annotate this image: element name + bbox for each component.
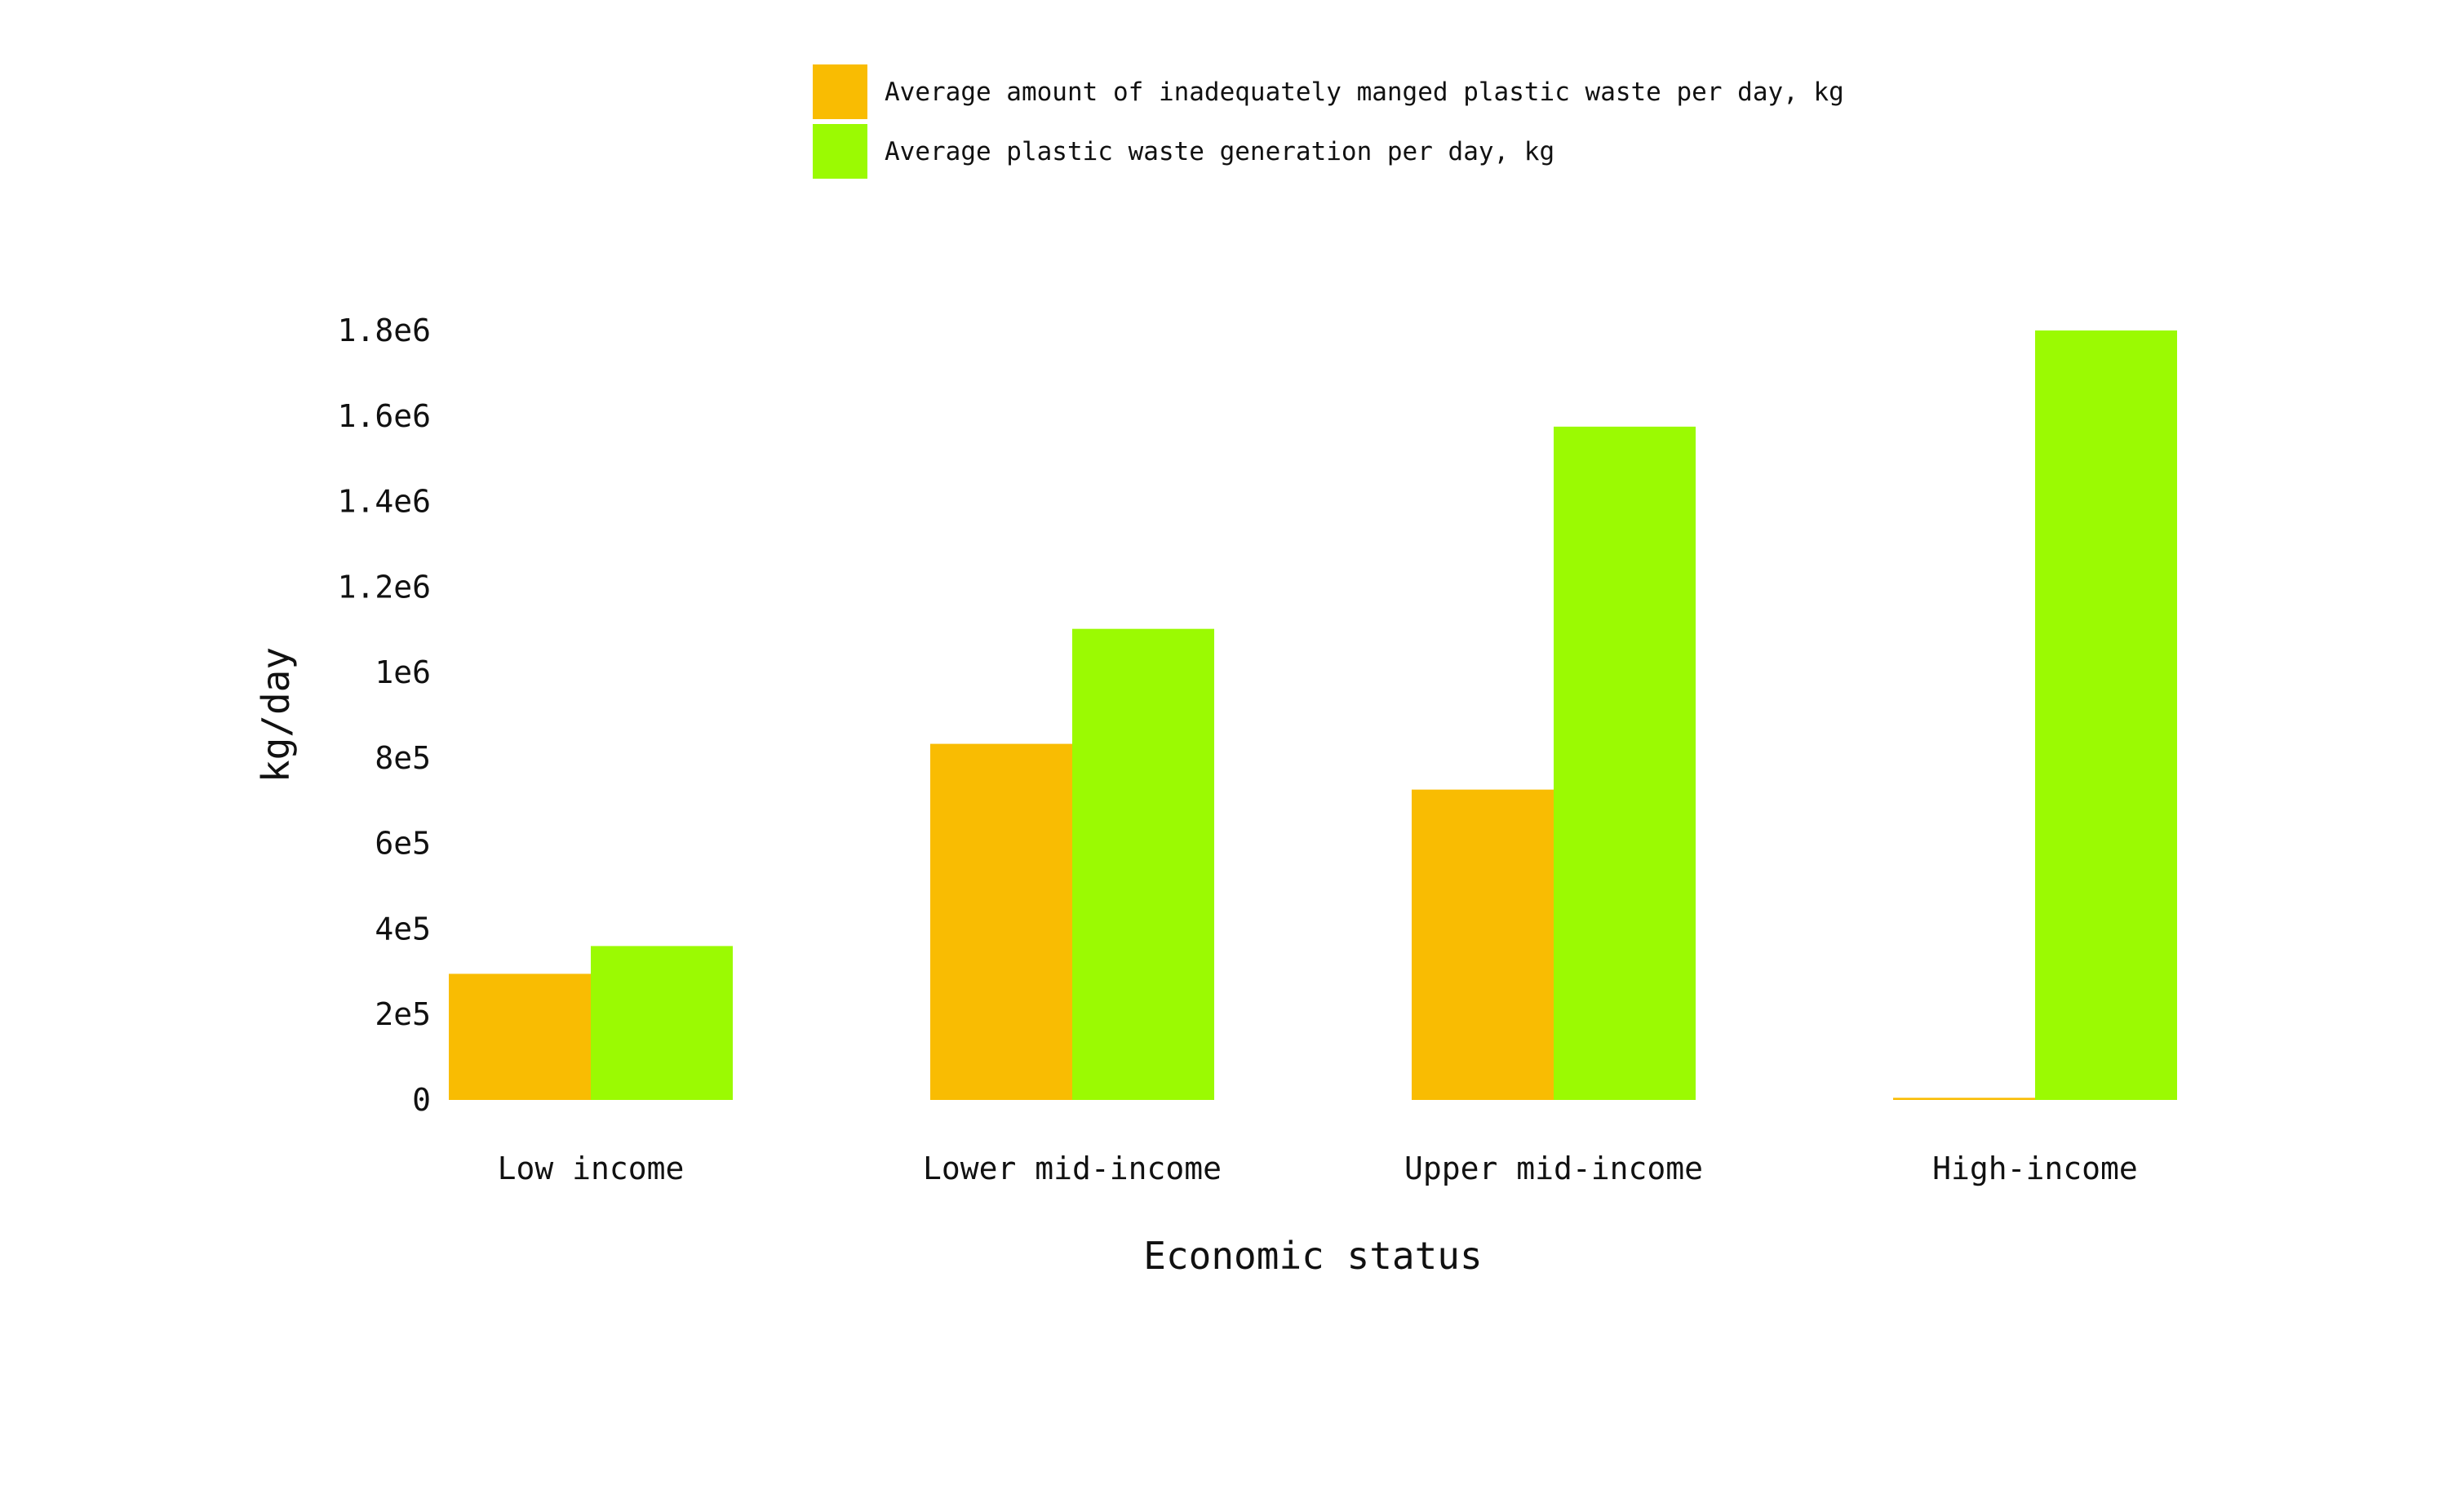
y-tick-label: 1.6e6 xyxy=(338,398,431,434)
bar-mismanaged[interactable] xyxy=(449,973,591,1100)
y-tick-label: 0 xyxy=(412,1082,431,1118)
y-tick-label: 2e5 xyxy=(375,996,431,1032)
x-tick-label: Lower mid-income xyxy=(923,1151,1222,1186)
bar-generated[interactable] xyxy=(1072,628,1214,1100)
y-tick-label: 8e5 xyxy=(375,740,431,776)
bar-generated[interactable] xyxy=(591,946,733,1100)
y-tick-label: 1.2e6 xyxy=(338,569,431,605)
bar-mismanaged[interactable] xyxy=(1893,1097,2035,1100)
legend-label[interactable]: Average plastic waste generation per day… xyxy=(885,137,1554,166)
y-tick-label: 1.4e6 xyxy=(338,484,431,520)
y-tick-label: 1e6 xyxy=(375,654,431,690)
legend-swatch[interactable] xyxy=(813,124,867,179)
x-axis-ticks: Low income Lower mid-income Upper mid-inco… xyxy=(498,1151,2138,1186)
legend: Average amount of inadequately manged pl… xyxy=(813,64,1844,179)
y-tick-label: 4e5 xyxy=(375,911,431,947)
y-tick-label: 1.8e6 xyxy=(338,313,431,348)
y-axis-ticks: 0 2e5 4e5 6e5 8e5 1e6 1.2e6 1.4e6 1.6e6 1.8e6 xyxy=(338,313,431,1118)
x-tick-label: High-income xyxy=(1932,1151,2138,1186)
x-axis-title: Economic status xyxy=(1143,1234,1482,1278)
legend-label[interactable]: Average amount of inadequately manged pl… xyxy=(885,78,1844,107)
x-tick-label: Low income xyxy=(498,1151,685,1186)
y-axis-title: kg/day xyxy=(254,647,298,783)
x-tick-label: Upper mid-income xyxy=(1404,1151,1703,1186)
bars xyxy=(449,330,2177,1100)
bar-generated[interactable] xyxy=(1554,426,1696,1100)
y-tick-label: 6e5 xyxy=(375,826,431,862)
bar-mismanaged[interactable] xyxy=(930,743,1072,1100)
bar-generated[interactable] xyxy=(2035,330,2177,1100)
legend-swatch[interactable] xyxy=(813,64,867,119)
bar-mismanaged[interactable] xyxy=(1412,789,1554,1100)
